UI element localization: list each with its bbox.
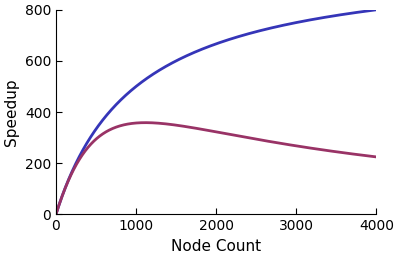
Y-axis label: Speedup: Speedup [4,78,19,146]
X-axis label: Node Count: Node Count [171,239,261,254]
